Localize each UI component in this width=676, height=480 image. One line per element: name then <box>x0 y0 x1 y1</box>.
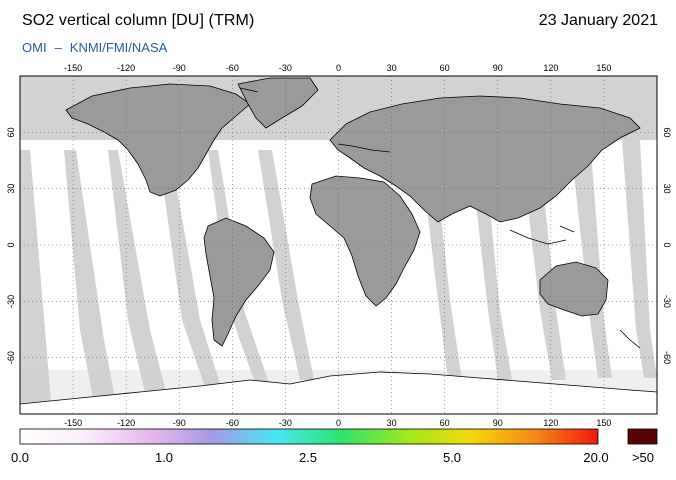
lon-tick-bottom: -150 <box>64 418 82 428</box>
lon-tick-bottom: 60 <box>440 418 450 428</box>
lon-tick-top: 150 <box>596 63 611 73</box>
source-separator: – <box>54 40 62 55</box>
colorbar-label-5: >50 <box>631 450 655 465</box>
lon-tick-bottom: 150 <box>596 418 611 428</box>
lat-tick-right: -30 <box>662 295 672 308</box>
lat-tick-left: 0 <box>6 242 16 247</box>
map-frame <box>19 75 658 415</box>
colorbar-label-1: 1.0 <box>154 450 174 465</box>
lon-tick-top: 90 <box>493 63 503 73</box>
lat-tick-right: -60 <box>662 351 672 364</box>
lon-tick-top: -30 <box>279 63 292 73</box>
lon-tick-bottom: -120 <box>117 418 135 428</box>
lon-tick-top: 30 <box>387 63 397 73</box>
lon-tick-bottom: 0 <box>336 418 341 428</box>
lon-ticks-bottom: -150 -120 -90 -60 -30 0 30 60 90 120 150 <box>64 418 611 428</box>
lat-tick-right: 30 <box>662 184 672 194</box>
lon-tick-bottom: -30 <box>279 418 292 428</box>
colorbar-label-4: 20.0 <box>583 450 609 465</box>
lon-tick-bottom: -90 <box>173 418 186 428</box>
lat-ticks-right: 60 30 0 -30 -60 <box>662 127 672 364</box>
lon-ticks-top: -150 -120 -90 -60 -30 0 30 60 90 120 150 <box>64 63 611 73</box>
colorbar-label-2: 2.5 <box>298 450 318 465</box>
lon-tick-top: -120 <box>117 63 135 73</box>
lat-tick-right: 0 <box>662 242 672 247</box>
lon-tick-top: -60 <box>226 63 239 73</box>
map-area <box>20 76 657 414</box>
source-institutions: KNMI/FMI/NASA <box>69 40 168 55</box>
colorbar-label-0: 0.0 <box>10 450 30 465</box>
map-title: SO2 vertical column [DU] (TRM) <box>22 12 255 29</box>
colorbar-label-3: 5.0 <box>442 450 462 465</box>
colorbar <box>19 428 599 445</box>
map-date: 23 January 2021 <box>538 12 658 29</box>
lat-tick-left: 30 <box>6 184 16 194</box>
lat-ticks-left: 60 30 0 -30 -60 <box>6 127 16 364</box>
data-source: OMI – KNMI/FMI/NASA <box>22 40 167 55</box>
lat-tick-left: -30 <box>6 295 16 308</box>
lon-tick-bottom: 120 <box>543 418 558 428</box>
lat-tick-left: -60 <box>6 351 16 364</box>
colorbar-overflow-box <box>627 428 658 445</box>
graticule <box>20 76 657 414</box>
lon-tick-top: 60 <box>440 63 450 73</box>
lon-tick-bottom: 30 <box>387 418 397 428</box>
lon-tick-top: 120 <box>543 63 558 73</box>
source-instrument: OMI <box>22 40 47 55</box>
lat-tick-right: 60 <box>662 127 672 137</box>
lon-tick-top: 0 <box>336 63 341 73</box>
lon-tick-bottom: -60 <box>226 418 239 428</box>
lat-tick-left: 60 <box>6 127 16 137</box>
lon-tick-top: -150 <box>64 63 82 73</box>
lon-tick-top: -90 <box>173 63 186 73</box>
lon-tick-bottom: 90 <box>493 418 503 428</box>
coastline-details <box>239 87 641 349</box>
